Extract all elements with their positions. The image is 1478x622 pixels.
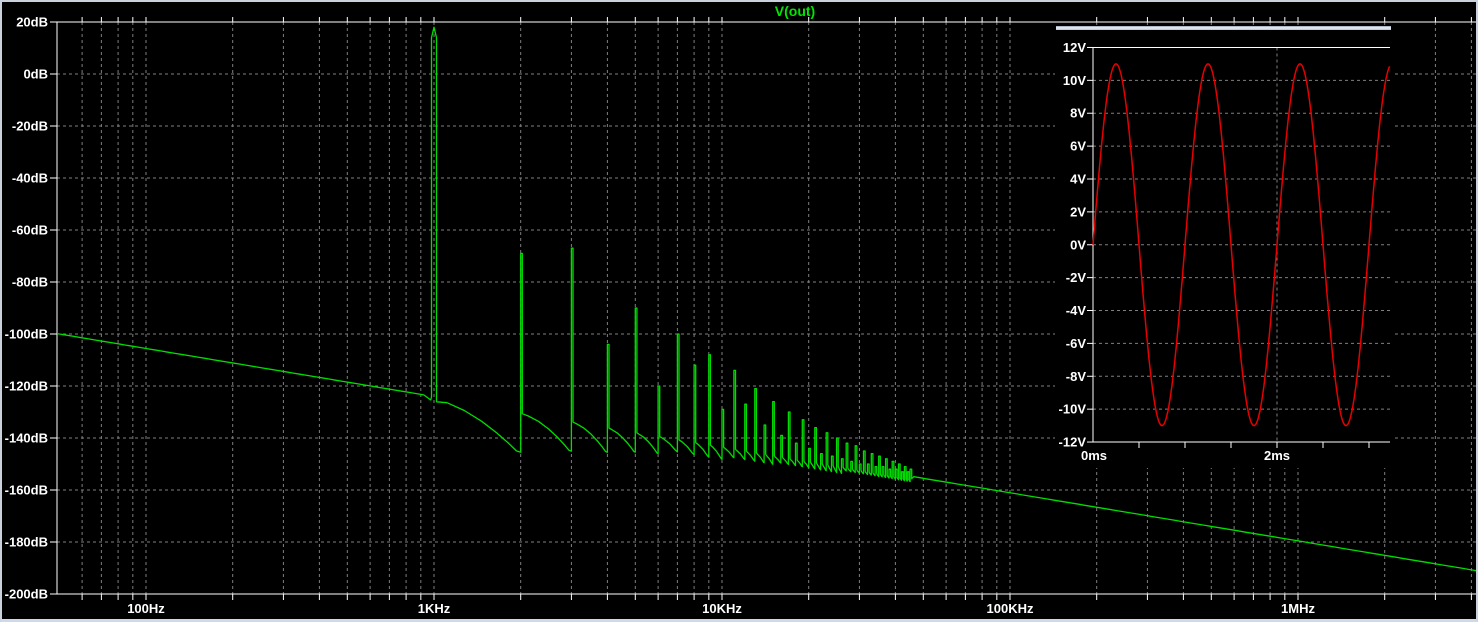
axis-labels: 20dB 0dB -20dB -40dB -60dB -80dB -100dB -120dB -… <box>5 15 1316 617</box>
x-axis-label: 100Hz <box>127 601 165 616</box>
inset-y-axis-label: 2V <box>1070 204 1086 219</box>
y-axis-label: -180dB <box>5 535 48 550</box>
inset-y-axis-label: -6V <box>1066 336 1087 351</box>
y-axis-label: -20dB <box>12 119 48 134</box>
inset-y-axis-label: 6V <box>1070 139 1086 154</box>
inset-y-axis-label: -4V <box>1066 303 1087 318</box>
y-axis-label: -140dB <box>5 431 48 446</box>
y-axis-label: 20dB <box>16 15 48 30</box>
inset-y-axis-label: 0V <box>1070 237 1086 252</box>
y-axis-label: -160dB <box>5 483 48 498</box>
inset-drag-bar[interactable] <box>1056 26 1391 30</box>
inset-y-axis-label: 4V <box>1070 171 1086 186</box>
x-axis-label: 1MHz <box>1281 601 1315 616</box>
inset-background <box>1055 25 1392 468</box>
y-axis-label: -80dB <box>12 275 48 290</box>
x-axis-label: 100KHz <box>987 601 1034 616</box>
inset-y-axis-label: 10V <box>1063 73 1086 88</box>
inset-x-axis-label: 2ms <box>1264 448 1290 463</box>
inset-y-axis-label: -8V <box>1066 369 1087 384</box>
x-axis-label: 10KHz <box>702 601 742 616</box>
fft-trace[interactable] <box>56 26 1476 572</box>
inset-y-axis-label: 8V <box>1070 106 1086 121</box>
y-axis-label: -100dB <box>5 327 48 342</box>
y-axis-label: -200dB <box>5 587 48 602</box>
inset-y-axis-label: -10V <box>1059 402 1087 417</box>
inset-y-axis-label: -12V <box>1059 435 1087 450</box>
sine-trace[interactable] <box>1092 63 1391 427</box>
y-axis-label: 0dB <box>23 67 48 82</box>
inset-y-axis-label: 12V <box>1063 40 1086 55</box>
x-axis-label: 1KHz <box>418 601 451 616</box>
y-axis-label: -40dB <box>12 171 48 186</box>
inset-y-axis-label: -2V <box>1066 270 1087 285</box>
y-axis-label: -120dB <box>5 379 48 394</box>
fft-trace-group[interactable] <box>56 26 1476 572</box>
inset-x-axis-label: 0ms <box>1081 448 1107 463</box>
y-axis-label: -60dB <box>12 223 48 238</box>
plot-title: V(out) <box>775 3 815 19</box>
axes-frame <box>50 17 1476 600</box>
